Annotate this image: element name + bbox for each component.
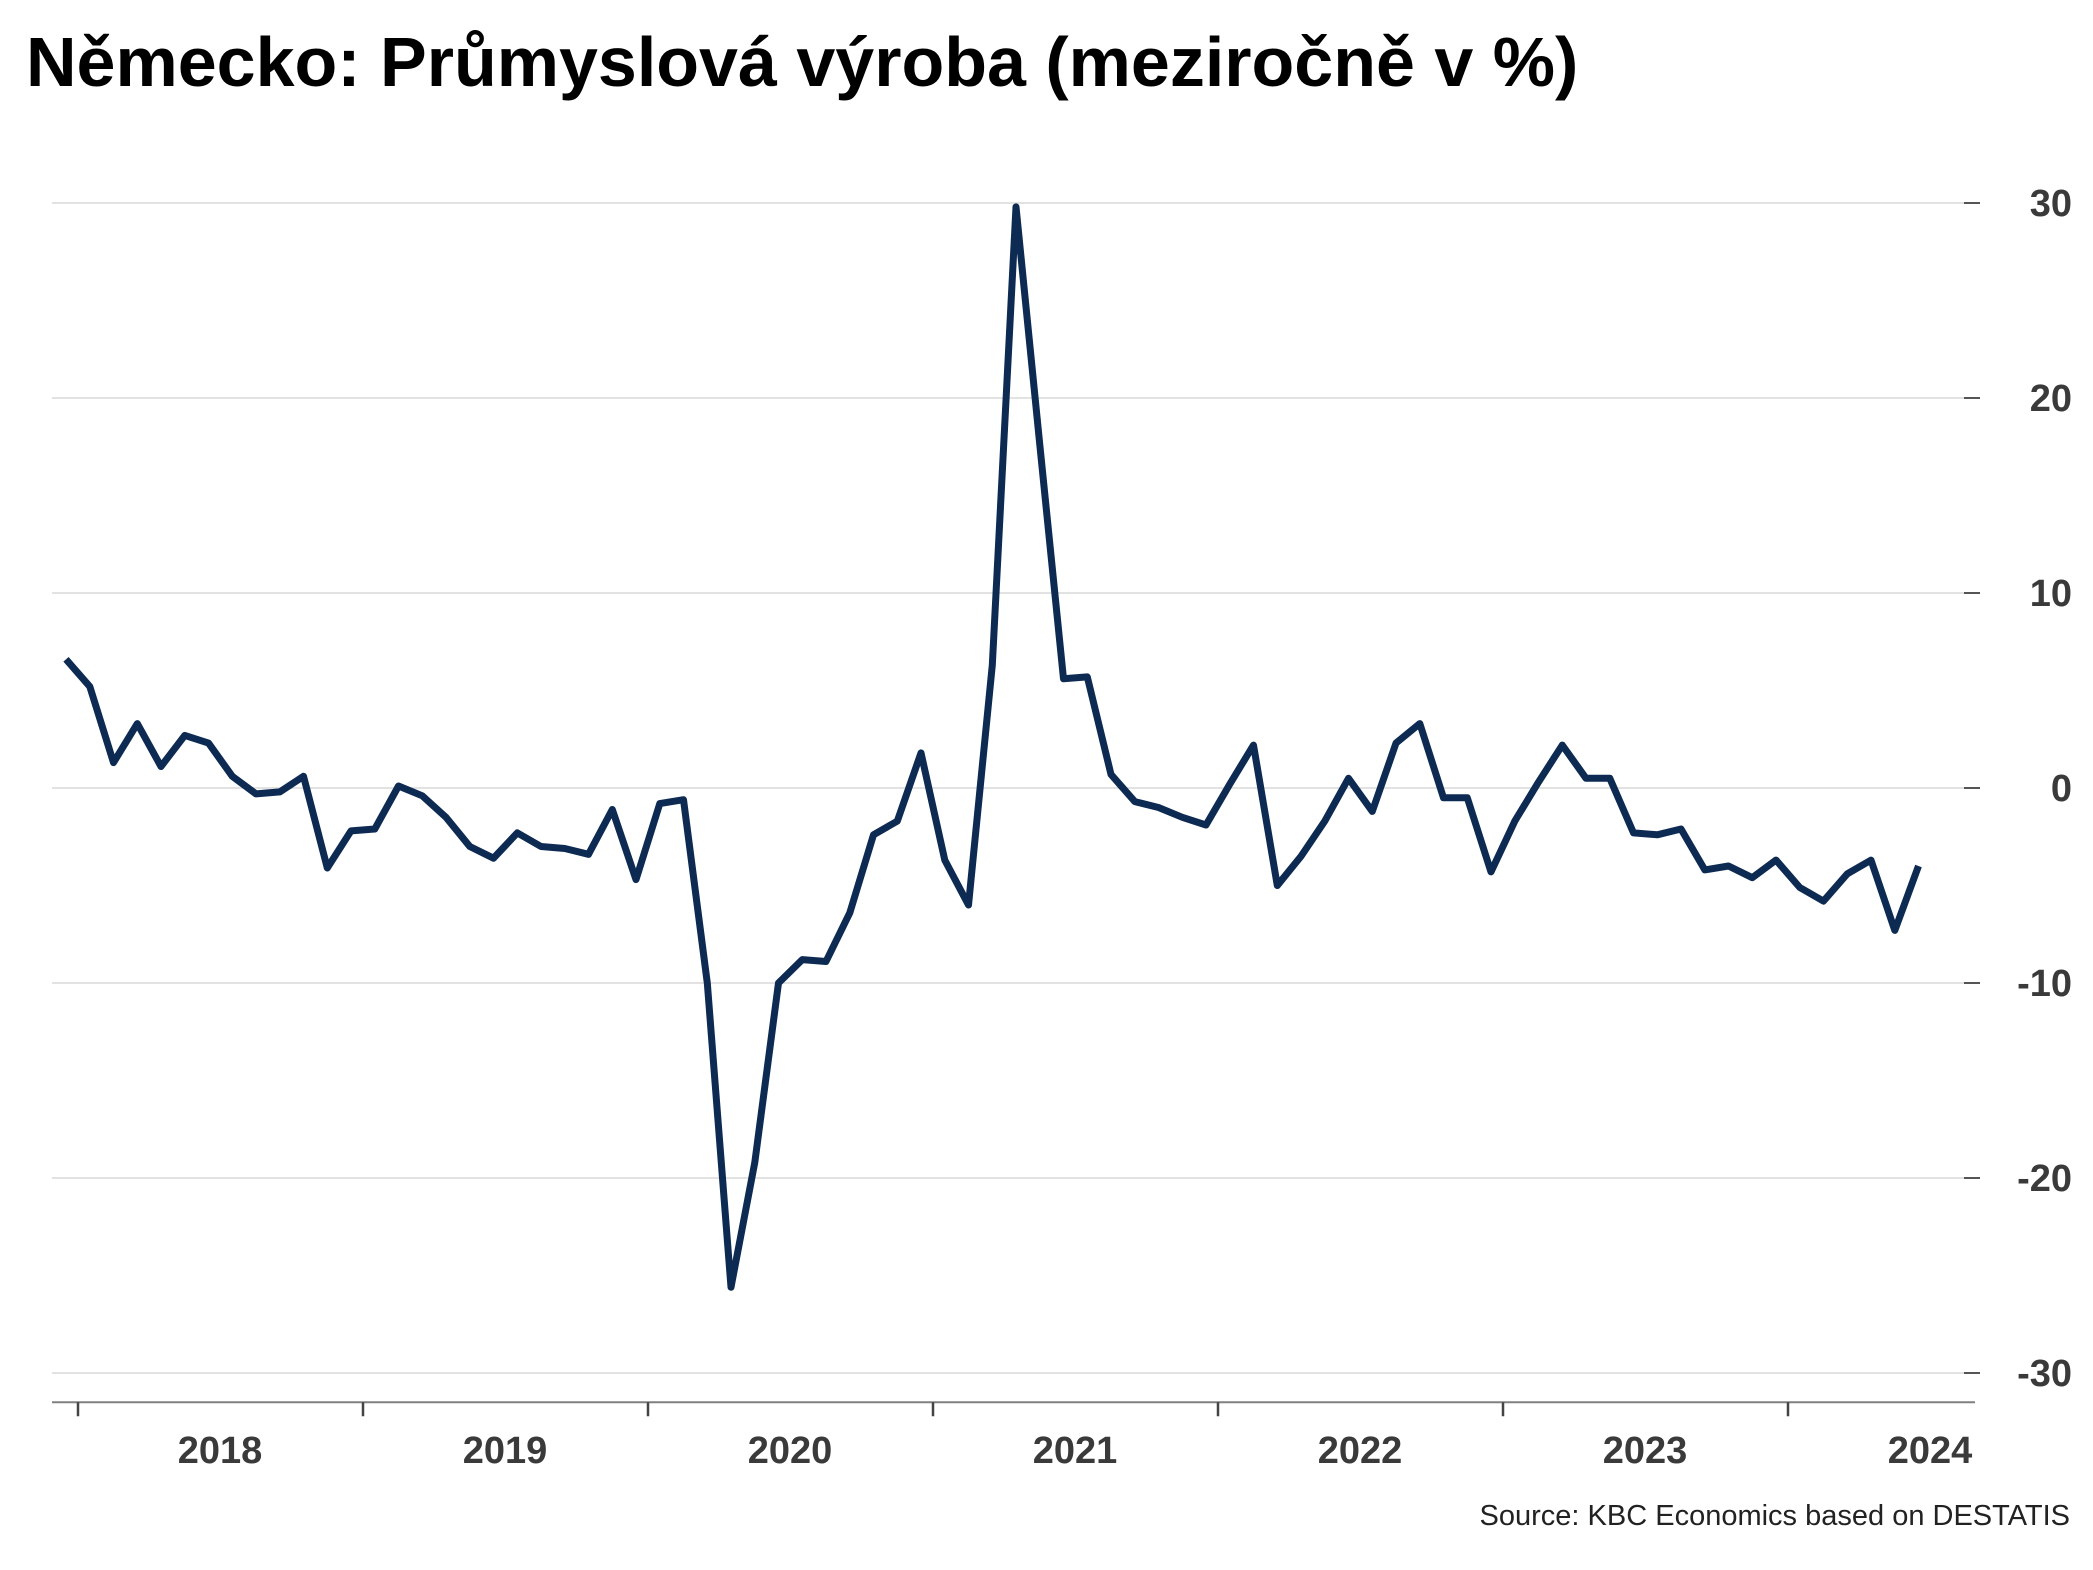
- y-tick-label: -10: [2017, 963, 2072, 1005]
- y-tick-label: -30: [2017, 1353, 2072, 1395]
- source-note: Source: KBC Economics based on DESTATIS: [1479, 1500, 2070, 1532]
- x-tick-label: 2019: [463, 1430, 548, 1472]
- chart-title: Německo: Průmyslová výroba (meziročně v …: [26, 23, 1579, 101]
- y-tick-label: 30: [2030, 183, 2072, 225]
- x-tick-label: 2024: [1888, 1430, 1973, 1472]
- y-tick-label: -20: [2017, 1158, 2072, 1200]
- y-tick-label: 20: [2030, 378, 2072, 420]
- tick-labels: 30 20 10 0 -10 -20 -30 2018 2019 2020 2021 2022 2023…: [178, 183, 2072, 1472]
- x-tick-label: 2023: [1603, 1430, 1688, 1472]
- x-tick-label: 2022: [1318, 1430, 1403, 1472]
- x-tick-label: 2018: [178, 1430, 263, 1472]
- series-layer: [63, 203, 1922, 1291]
- series-line-0: [63, 203, 1922, 1291]
- axes: [52, 202, 1980, 1417]
- y-tick-label: 10: [2030, 573, 2072, 615]
- y-tick-label: 0: [2051, 768, 2072, 810]
- x-tick-label: 2021: [1033, 1430, 1118, 1472]
- x-tick-label: 2020: [748, 1430, 833, 1472]
